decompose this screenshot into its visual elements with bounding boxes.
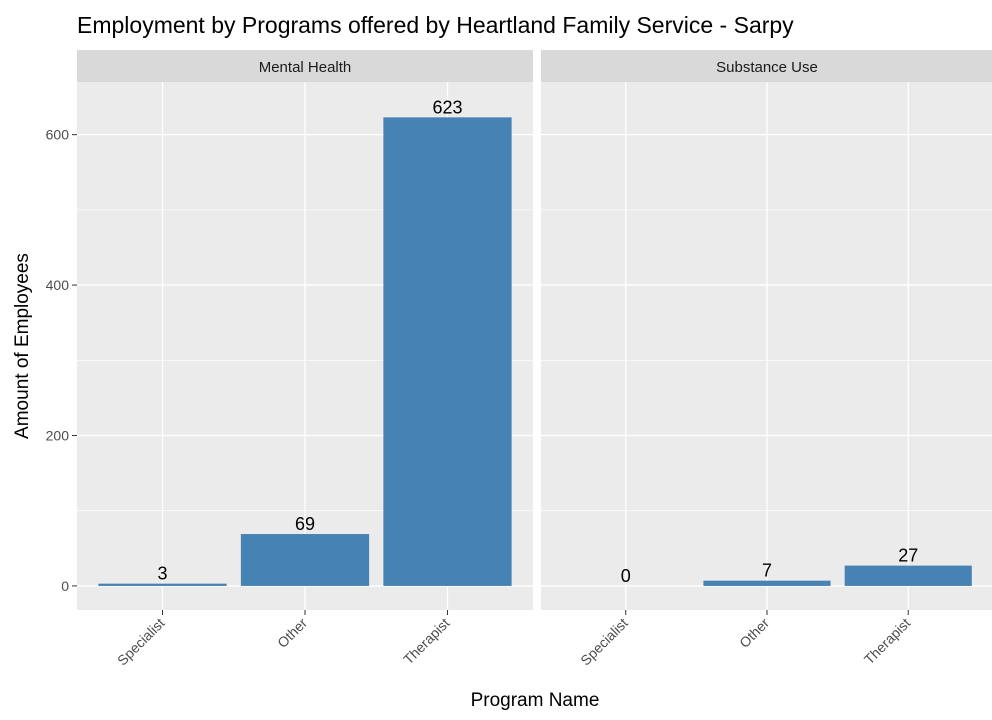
bar bbox=[383, 117, 512, 586]
x-tick-label: Other bbox=[274, 615, 310, 651]
y-tick-label: 200 bbox=[46, 428, 70, 444]
bar-value-label: 3 bbox=[157, 564, 167, 584]
bar-value-label: 7 bbox=[762, 561, 772, 581]
facet-panel: Mental Health 3 Specialist 69 Other 623 Therap… bbox=[77, 50, 533, 668]
chart-title: Employment by Programs offered by Heartl… bbox=[77, 12, 794, 38]
x-tick-label: Specialist bbox=[114, 615, 168, 669]
x-tick-label: Therapist bbox=[400, 615, 453, 668]
facet-strip bbox=[541, 50, 992, 82]
x-tick-label: Other bbox=[736, 615, 772, 651]
x-tick-label: Specialist bbox=[577, 615, 631, 669]
bar bbox=[844, 565, 972, 586]
bar-value-label: 623 bbox=[432, 97, 462, 117]
y-axis-title: Amount of Employees bbox=[12, 253, 33, 439]
plot-area: Mental Health 3 Specialist 69 Other 623 Therap… bbox=[46, 50, 992, 668]
facet-strip-label: Substance Use bbox=[716, 59, 818, 76]
y-tick-label: 0 bbox=[61, 578, 69, 594]
x-axis-title: Program Name bbox=[471, 690, 600, 711]
bar bbox=[98, 583, 227, 586]
x-tick-label: Therapist bbox=[861, 615, 914, 668]
facet-strip-label: Mental Health bbox=[259, 59, 352, 76]
bar-value-label: 0 bbox=[621, 566, 631, 586]
bar bbox=[240, 534, 370, 586]
bar bbox=[703, 580, 831, 586]
bar-value-label: 69 bbox=[295, 514, 315, 534]
facet-strip bbox=[77, 50, 533, 82]
y-tick-label: 600 bbox=[46, 127, 70, 143]
facet-panel: Substance Use 0 Specialist 7 Other 27 Therapis… bbox=[541, 50, 992, 668]
y-tick-label: 400 bbox=[46, 277, 70, 293]
bar-value-label: 27 bbox=[898, 546, 918, 566]
